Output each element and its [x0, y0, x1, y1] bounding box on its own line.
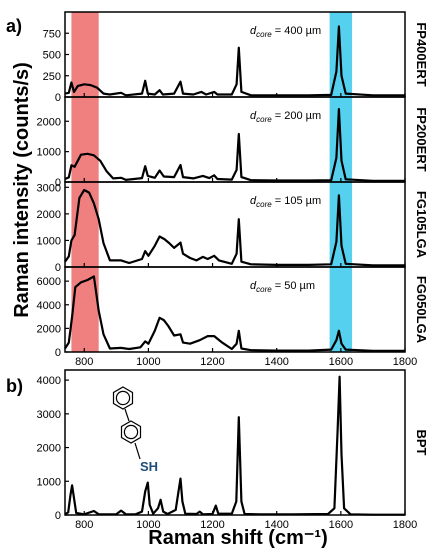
- y-tick-label: 2000: [37, 443, 61, 455]
- y-tick-label: 1000: [37, 147, 61, 159]
- sh-label: SH: [140, 459, 158, 474]
- x-tick-label: 1200: [200, 356, 224, 368]
- y-tick-label: 250: [43, 71, 61, 83]
- panel-a-subplot-1: 0 250 500 750 FP400ERT dcore = 400 µm: [43, 11, 429, 104]
- y-tick-label: 4000: [37, 375, 61, 387]
- y-tick-label: 0: [55, 262, 61, 274]
- panel-a-label: a): [6, 16, 22, 36]
- panel-b: 0 1000 2000 3000 4000 BPT 800 1000 1200 1400 1600 1…: [37, 369, 429, 531]
- series-name-label: FG050LGA: [414, 276, 429, 344]
- benzene-ring: [120, 420, 142, 444]
- y-tick-label: 750: [43, 28, 61, 40]
- panel-frame: [64, 96, 406, 183]
- y-tick-label: 1000: [37, 476, 61, 488]
- x-tick-label: 1800: [393, 519, 417, 531]
- aromatic-circle: [115, 390, 131, 406]
- y-tick-label: 0: [55, 177, 61, 189]
- x-tick-label: 1400: [264, 356, 288, 368]
- panel-frame: [64, 181, 406, 268]
- x-tick-label: 1600: [329, 356, 353, 368]
- core-diameter-annotation: dcore = 105 µm: [250, 195, 321, 209]
- y-axis-label: Raman intensity (counts/s): [11, 62, 33, 318]
- y-tick-label: 500: [43, 50, 61, 62]
- y-tick-label: 1000: [37, 235, 61, 247]
- panel-a-subplot-2: 0 1000 2000 FP200ERT dcore = 200 µm: [37, 96, 429, 189]
- benzene-ring: [112, 386, 134, 410]
- panel-frame: [64, 11, 406, 98]
- x-tick-label: 1000: [136, 519, 160, 531]
- series-name-label: FP200ERT: [414, 107, 429, 171]
- x-tick-label: 800: [75, 519, 93, 531]
- x-tick-label: 1200: [200, 519, 224, 531]
- aromatic-circle: [123, 424, 139, 440]
- series-name-label: FG105LGA: [414, 191, 429, 259]
- x-axis-label: Raman shift (cm⁻¹): [148, 527, 327, 549]
- series-name-label: BPT: [414, 430, 429, 456]
- panel-a-subplot-4: 0 2000 4000 6000 FG050LGA dcore = 50 µm 800 100…: [37, 266, 429, 368]
- core-diameter-annotation: dcore = 200 µm: [250, 110, 321, 124]
- x-tick-label: 1600: [329, 519, 353, 531]
- y-tick-label: 2000: [37, 209, 61, 221]
- x-tick-label: 800: [75, 356, 93, 368]
- series-line-fp400ert: [64, 25, 405, 97]
- core-diameter-annotation: dcore = 400 µm: [250, 25, 321, 39]
- series-line-bpt: [64, 375, 405, 516]
- core-diameter-annotation: dcore = 50 µm: [250, 280, 315, 294]
- series-name-label: FP400ERT: [414, 22, 429, 86]
- x-tick-label: 1400: [264, 519, 288, 531]
- y-tick-label: 0: [55, 92, 61, 104]
- series-line-fg050lga: [64, 275, 405, 352]
- y-tick-label: 0: [55, 510, 61, 522]
- series-line-fp200ert: [64, 108, 405, 182]
- x-tick-label: 1000: [136, 356, 160, 368]
- panel-a-stack: 0 250 500 750 FP400ERT dcore = 400 µm 0 1000 200…: [37, 11, 429, 368]
- y-tick-label: 3000: [37, 409, 61, 421]
- y-tick-label: 4000: [37, 300, 61, 312]
- y-tick-label: 2000: [37, 323, 61, 335]
- panel-b-label: b): [6, 376, 23, 396]
- y-tick-label: 0: [55, 347, 61, 359]
- panel-frame: [64, 266, 406, 353]
- series-line-fg105lga: [64, 188, 405, 267]
- y-tick-label: 3000: [37, 182, 61, 194]
- x-tick-label: 1800: [393, 356, 417, 368]
- y-tick-label: 6000: [37, 276, 61, 288]
- panel-frame: [64, 369, 406, 516]
- bpt-molecule-structure: [112, 386, 142, 460]
- y-tick-label: 2000: [37, 116, 61, 128]
